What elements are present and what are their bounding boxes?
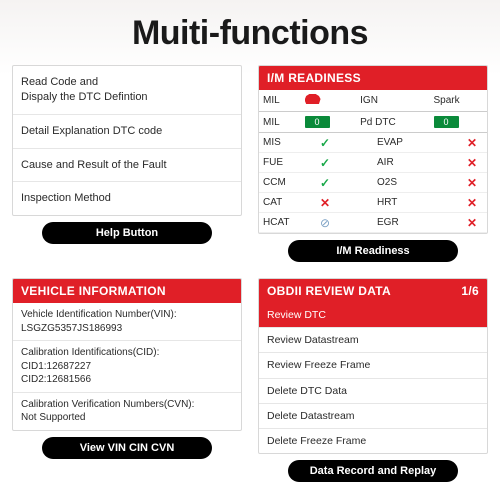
- engine-icon: [301, 90, 357, 112]
- panel-vehicle-info: VEHICLE INFORMATION Vehicle Identificati…: [12, 278, 242, 492]
- im-row: MIS✓EVAP✕: [259, 133, 487, 153]
- im-readiness-button[interactable]: I/M Readiness: [288, 240, 458, 262]
- panel-vi-box: VEHICLE INFORMATION Vehicle Identificati…: [12, 278, 242, 431]
- im-top-table: MIL IGN Spark MIL 0 Pd DTC 0: [259, 90, 487, 133]
- list-item[interactable]: Detail Explanation DTC code: [13, 115, 241, 149]
- im-ign-label: IGN: [356, 90, 429, 112]
- panel-help-box: Read Code and Dispaly the DTC DefintionD…: [12, 65, 242, 216]
- list-item[interactable]: Calibration Identifications(CID): CID1:1…: [13, 341, 241, 393]
- list-item[interactable]: Review DTC: [259, 303, 487, 328]
- list-item[interactable]: Cause and Result of the Fault: [13, 149, 241, 183]
- list-item[interactable]: Vehicle Identification Number(VIN): LSGZ…: [13, 303, 241, 341]
- panel-obdii-box: OBDII REVIEW DATA 1/6 Review DTCReview D…: [258, 278, 488, 454]
- obdii-header: OBDII REVIEW DATA 1/6: [259, 279, 487, 303]
- page-title: Muiti-functions: [12, 14, 488, 53]
- list-item[interactable]: Inspection Method: [13, 182, 241, 215]
- im-status-table: MIS✓EVAP✕FUE✓AIR✕CCM✓O2S✕CAT✕HRT✕HCAT⊘EG…: [259, 133, 487, 233]
- im-row: FUE✓AIR✕: [259, 153, 487, 173]
- list-item[interactable]: Delete Freeze Frame: [259, 429, 487, 453]
- im-mil-label: MIL: [259, 90, 301, 112]
- im-row: HCAT⊘EGR✕: [259, 213, 487, 233]
- panel-im-box: I/M READINESS MIL IGN Spark MIL 0 Pd DTC…: [258, 65, 488, 234]
- panel-obdii-review: OBDII REVIEW DATA 1/6 Review DTCReview D…: [258, 278, 488, 492]
- panel-im-readiness: I/M READINESS MIL IGN Spark MIL 0 Pd DTC…: [258, 65, 488, 272]
- obdii-header-text: OBDII REVIEW DATA: [267, 284, 391, 298]
- im-row: CAT✕HRT✕: [259, 193, 487, 213]
- panels-grid: Read Code and Dispaly the DTC DefintionD…: [12, 65, 488, 492]
- list-item[interactable]: Review Freeze Frame: [259, 353, 487, 378]
- obdii-header-count: 1/6: [461, 284, 479, 298]
- im-header: I/M READINESS: [259, 66, 487, 90]
- im-spark-value: Spark: [430, 90, 488, 112]
- panel-help: Read Code and Dispaly the DTC DefintionD…: [12, 65, 242, 272]
- view-vin-button[interactable]: View VIN CIN CVN: [42, 437, 212, 459]
- list-item[interactable]: Review Datastream: [259, 328, 487, 353]
- list-item[interactable]: Delete DTC Data: [259, 379, 487, 404]
- im-row: CCM✓O2S✕: [259, 173, 487, 193]
- im-mil-label-2: MIL: [259, 112, 301, 133]
- im-mil-badge: 0: [301, 112, 357, 133]
- list-item[interactable]: Calibration Verification Numbers(CVN): N…: [13, 393, 241, 430]
- data-record-button[interactable]: Data Record and Replay: [288, 460, 458, 482]
- vi-header: VEHICLE INFORMATION: [13, 279, 241, 303]
- help-button[interactable]: Help Button: [42, 222, 212, 244]
- im-pddtc-label: Pd DTC: [356, 112, 429, 133]
- im-pddtc-badge: 0: [430, 112, 488, 133]
- list-item[interactable]: Read Code and Dispaly the DTC Defintion: [13, 66, 241, 115]
- list-item[interactable]: Delete Datastream: [259, 404, 487, 429]
